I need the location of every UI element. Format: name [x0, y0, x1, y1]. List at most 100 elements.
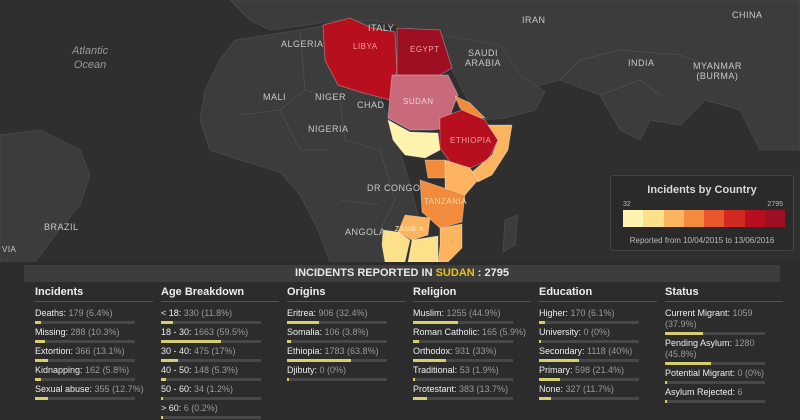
stat-value: 906 (32.4%): [318, 308, 368, 318]
map-label-india: INDIA: [628, 58, 655, 68]
stat-item: 18 - 30: 1663 (59.5%): [161, 327, 279, 343]
stat-item: Extortion: 366 (13.1%): [35, 346, 153, 362]
stat-label: > 60:: [161, 403, 184, 413]
stat-text: Deaths: 179 (6.4%): [35, 308, 153, 319]
stat-text: Muslim: 1255 (44.9%): [413, 308, 531, 319]
stat-bar: [35, 321, 135, 324]
stat-value: 355 (12.7%): [94, 384, 144, 394]
stat-item: Current Migrant: 1059 (37.9%): [665, 308, 783, 335]
stat-bar-fill: [161, 321, 173, 324]
stat-bar-fill: [665, 381, 667, 384]
stat-value: 6 (0.2%): [183, 403, 218, 413]
column-title: Incidents: [35, 286, 153, 302]
stat-bar-fill: [287, 340, 291, 343]
stat-value: 475 (17%): [194, 346, 236, 356]
stat-bar-fill: [287, 378, 289, 381]
stat-bar-fill: [161, 359, 178, 362]
stat-value: 165 (5.9%): [482, 327, 527, 337]
stat-label: Kidnapping:: [35, 365, 86, 375]
stat-bar: [287, 378, 387, 381]
stat-bar: [161, 340, 261, 343]
stat-item: Ethiopia: 1783 (63.8%): [287, 346, 405, 362]
stat-bar: [665, 400, 765, 403]
country-egypt[interactable]: [396, 27, 453, 76]
stat-text: Missing: 288 (10.3%): [35, 327, 153, 338]
stat-bar-fill: [35, 359, 49, 362]
stat-bar-fill: [35, 397, 48, 400]
country-south-sudan[interactable]: [387, 119, 441, 159]
country-angola[interactable]: [381, 229, 411, 262]
stat-label: Protestant:: [413, 384, 460, 394]
stat-text: Sexual abuse: 355 (12.7%): [35, 384, 153, 395]
country-borders: [239, 29, 721, 231]
stat-bar: [161, 378, 261, 381]
stat-bar-fill: [539, 378, 561, 381]
country-zimbabwe[interactable]: [407, 235, 439, 262]
map-label-via: VIA: [2, 245, 17, 254]
stat-label: Missing:: [35, 327, 71, 337]
stat-value: 6: [737, 387, 743, 397]
stat-value: 598 (21.4%): [575, 365, 625, 375]
stat-item: Asylum Rejected: 6: [665, 387, 783, 403]
country-mozambique[interactable]: [437, 223, 463, 262]
column-title: Age Breakdown: [161, 286, 279, 302]
stat-bar-fill: [539, 340, 541, 343]
stat-text: Current Migrant: 1059 (37.9%): [665, 308, 783, 330]
stat-label: Pending Asylum:: [665, 338, 735, 348]
stat-text: Roman Catholic: 165 (5.9%): [413, 327, 531, 338]
stat-label: Djibuty:: [287, 365, 320, 375]
stat-bar: [665, 381, 765, 384]
stat-value: 383 (13.7%): [459, 384, 509, 394]
stat-label: Somalia:: [287, 327, 325, 337]
stat-bar: [35, 397, 135, 400]
stat-label: Current Migrant:: [665, 308, 733, 318]
stat-bar: [35, 340, 135, 343]
map-label-tanzania: TANZANIA: [424, 197, 467, 206]
stat-value: 148 (5.3%): [194, 365, 239, 375]
stat-bar-fill: [35, 340, 46, 343]
map[interactable]: ITALY IRAN CHINA ALGERIA SAUDI ARABIA IN…: [0, 0, 800, 262]
map-label-china: CHINA: [732, 10, 763, 20]
map-label-mali: MALI: [263, 92, 287, 102]
stat-bar-fill: [161, 378, 167, 381]
stat-item: Roman Catholic: 165 (5.9%): [413, 327, 531, 343]
stat-bar: [161, 397, 261, 400]
country-kenya[interactable]: [444, 159, 479, 196]
legend-swatch: [623, 210, 644, 227]
header-country: SUDAN: [435, 267, 475, 279]
stat-label: Potential Migrant:: [665, 368, 738, 378]
map-canvas[interactable]: [0, 0, 800, 262]
stat-bar-fill: [665, 332, 703, 335]
stat-label: Sexual abuse:: [35, 384, 95, 394]
choropleth-layer[interactable]: [322, 17, 513, 262]
stat-bar: [287, 340, 387, 343]
country-tanzania[interactable]: [419, 179, 466, 229]
map-label-saudi-arabia: SAUDI ARABIA: [465, 48, 502, 68]
stat-label: Deaths:: [35, 308, 69, 318]
country-somalia[interactable]: [471, 124, 513, 183]
country-zambia[interactable]: [397, 214, 431, 241]
stat-text: Pending Asylum: 1280 (45.8%): [665, 338, 783, 360]
legend-max: 2795: [767, 201, 783, 208]
legend-swatch: [683, 210, 704, 227]
stat-bar-fill: [413, 359, 446, 362]
stat-value: 53 (1.9%): [459, 365, 499, 375]
stat-text: Orthodox: 931 (33%): [413, 346, 531, 357]
stat-item: Djibuty: 0 (0%): [287, 365, 405, 381]
incidents-header: INCIDENTS REPORTED IN SUDAN : 2795: [24, 265, 780, 282]
country-uganda[interactable]: [424, 159, 446, 179]
stat-value: 170 (6.1%): [570, 308, 615, 318]
stat-item: Higher: 170 (6.1%): [539, 308, 657, 324]
stat-item: Missing: 288 (10.3%): [35, 327, 153, 343]
legend-swatch: [764, 210, 785, 227]
stat-value: 931 (33%): [455, 346, 497, 356]
map-label-brazil: BRAZIL: [44, 222, 79, 232]
stat-item: Muslim: 1255 (44.9%): [413, 308, 531, 324]
stat-value: 162 (5.8%): [85, 365, 130, 375]
stats-column: Origins Eritrea: 906 (32.4%) Somalia: 106 …: [287, 286, 405, 384]
legend-swatch: [704, 210, 725, 227]
stat-value: 1280 (45.8%): [665, 338, 755, 359]
stat-bar-fill: [665, 362, 711, 365]
map-label-libya: LIBYA: [353, 42, 378, 51]
stat-item: Primary: 598 (21.4%): [539, 365, 657, 381]
